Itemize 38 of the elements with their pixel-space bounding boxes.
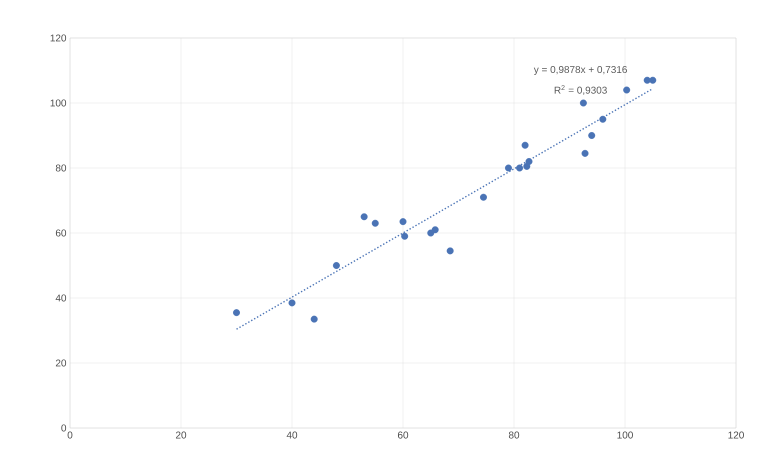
x-tick-label: 0 <box>68 432 72 439</box>
point <box>599 116 606 123</box>
point <box>332 262 340 269</box>
point <box>360 213 368 220</box>
point <box>401 232 408 240</box>
point <box>582 150 589 157</box>
y-tick-label: 100 <box>50 99 66 107</box>
point <box>400 218 406 226</box>
y-tick-label: 40 <box>56 294 66 302</box>
x-tick-label: 100 <box>617 432 633 439</box>
point <box>427 230 434 236</box>
point <box>504 164 512 172</box>
x-tick-label: 120 <box>728 432 744 439</box>
y-tick-label: 60 <box>56 229 66 237</box>
x-tick-label: 80 <box>508 432 520 439</box>
point <box>516 164 524 172</box>
point <box>526 158 532 165</box>
point <box>310 316 318 323</box>
y-tick-label: 0 <box>61 424 66 432</box>
point <box>288 299 296 306</box>
annotation: R$^{2}$ = 0,9303 <box>554 85 607 95</box>
point <box>480 194 487 201</box>
x-tick-label: 60 <box>398 432 408 439</box>
point <box>432 226 439 234</box>
annotation: y = 0,9878x + 0,7316 <box>534 66 627 76</box>
y-tick-label: 20 <box>56 359 66 367</box>
point <box>649 76 656 84</box>
x-tick-label: 40 <box>286 432 298 439</box>
point <box>580 100 587 106</box>
y-tick-label: 120 <box>50 34 66 42</box>
x-tick-label: 20 <box>176 432 186 439</box>
point <box>522 142 529 149</box>
y-tick-label: 80 <box>56 164 66 172</box>
point <box>372 220 379 227</box>
point <box>588 132 596 139</box>
point <box>233 309 240 316</box>
point <box>446 247 454 254</box>
point <box>623 86 630 94</box>
